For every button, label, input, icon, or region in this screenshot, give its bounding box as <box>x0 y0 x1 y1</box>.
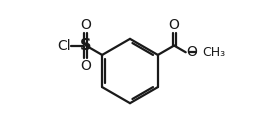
Text: CH₃: CH₃ <box>202 46 225 59</box>
Text: O: O <box>80 18 91 32</box>
Text: O: O <box>80 59 91 73</box>
Text: O: O <box>169 18 180 32</box>
Text: Cl: Cl <box>57 39 71 53</box>
Text: S: S <box>80 38 92 53</box>
Text: O: O <box>186 45 197 59</box>
